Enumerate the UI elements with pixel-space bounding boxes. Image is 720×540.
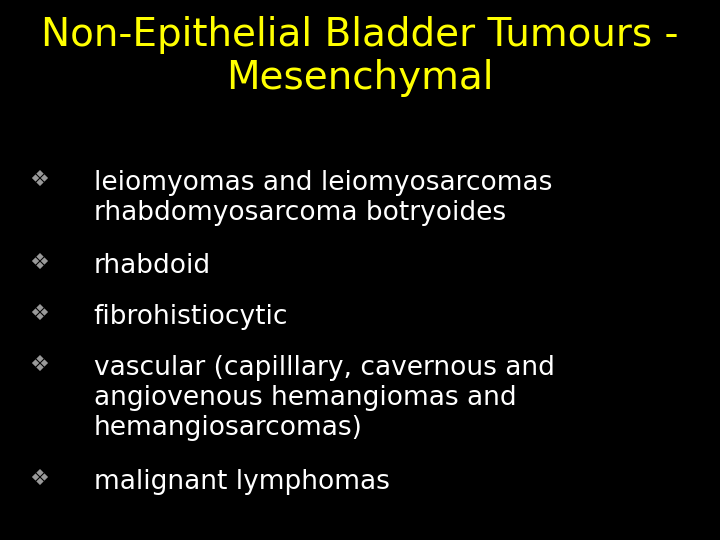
Text: rhabdoid: rhabdoid — [94, 253, 211, 279]
Text: ❖: ❖ — [30, 469, 50, 489]
Text: malignant lymphomas: malignant lymphomas — [94, 469, 390, 495]
Text: ❖: ❖ — [30, 170, 50, 190]
Text: leiomyomas and leiomyosarcomas
rhabdomyosarcoma botryoides: leiomyomas and leiomyosarcomas rhabdomyo… — [94, 170, 552, 226]
Text: ❖: ❖ — [30, 355, 50, 375]
Text: ❖: ❖ — [30, 253, 50, 273]
Text: fibrohistiocytic: fibrohistiocytic — [94, 304, 288, 330]
Text: Non-Epithelial Bladder Tumours -
Mesenchymal: Non-Epithelial Bladder Tumours - Mesench… — [41, 16, 679, 97]
Text: ❖: ❖ — [30, 304, 50, 324]
Text: vascular (capilllary, cavernous and
angiovenous hemangiomas and
hemangiosarcomas: vascular (capilllary, cavernous and angi… — [94, 355, 554, 441]
